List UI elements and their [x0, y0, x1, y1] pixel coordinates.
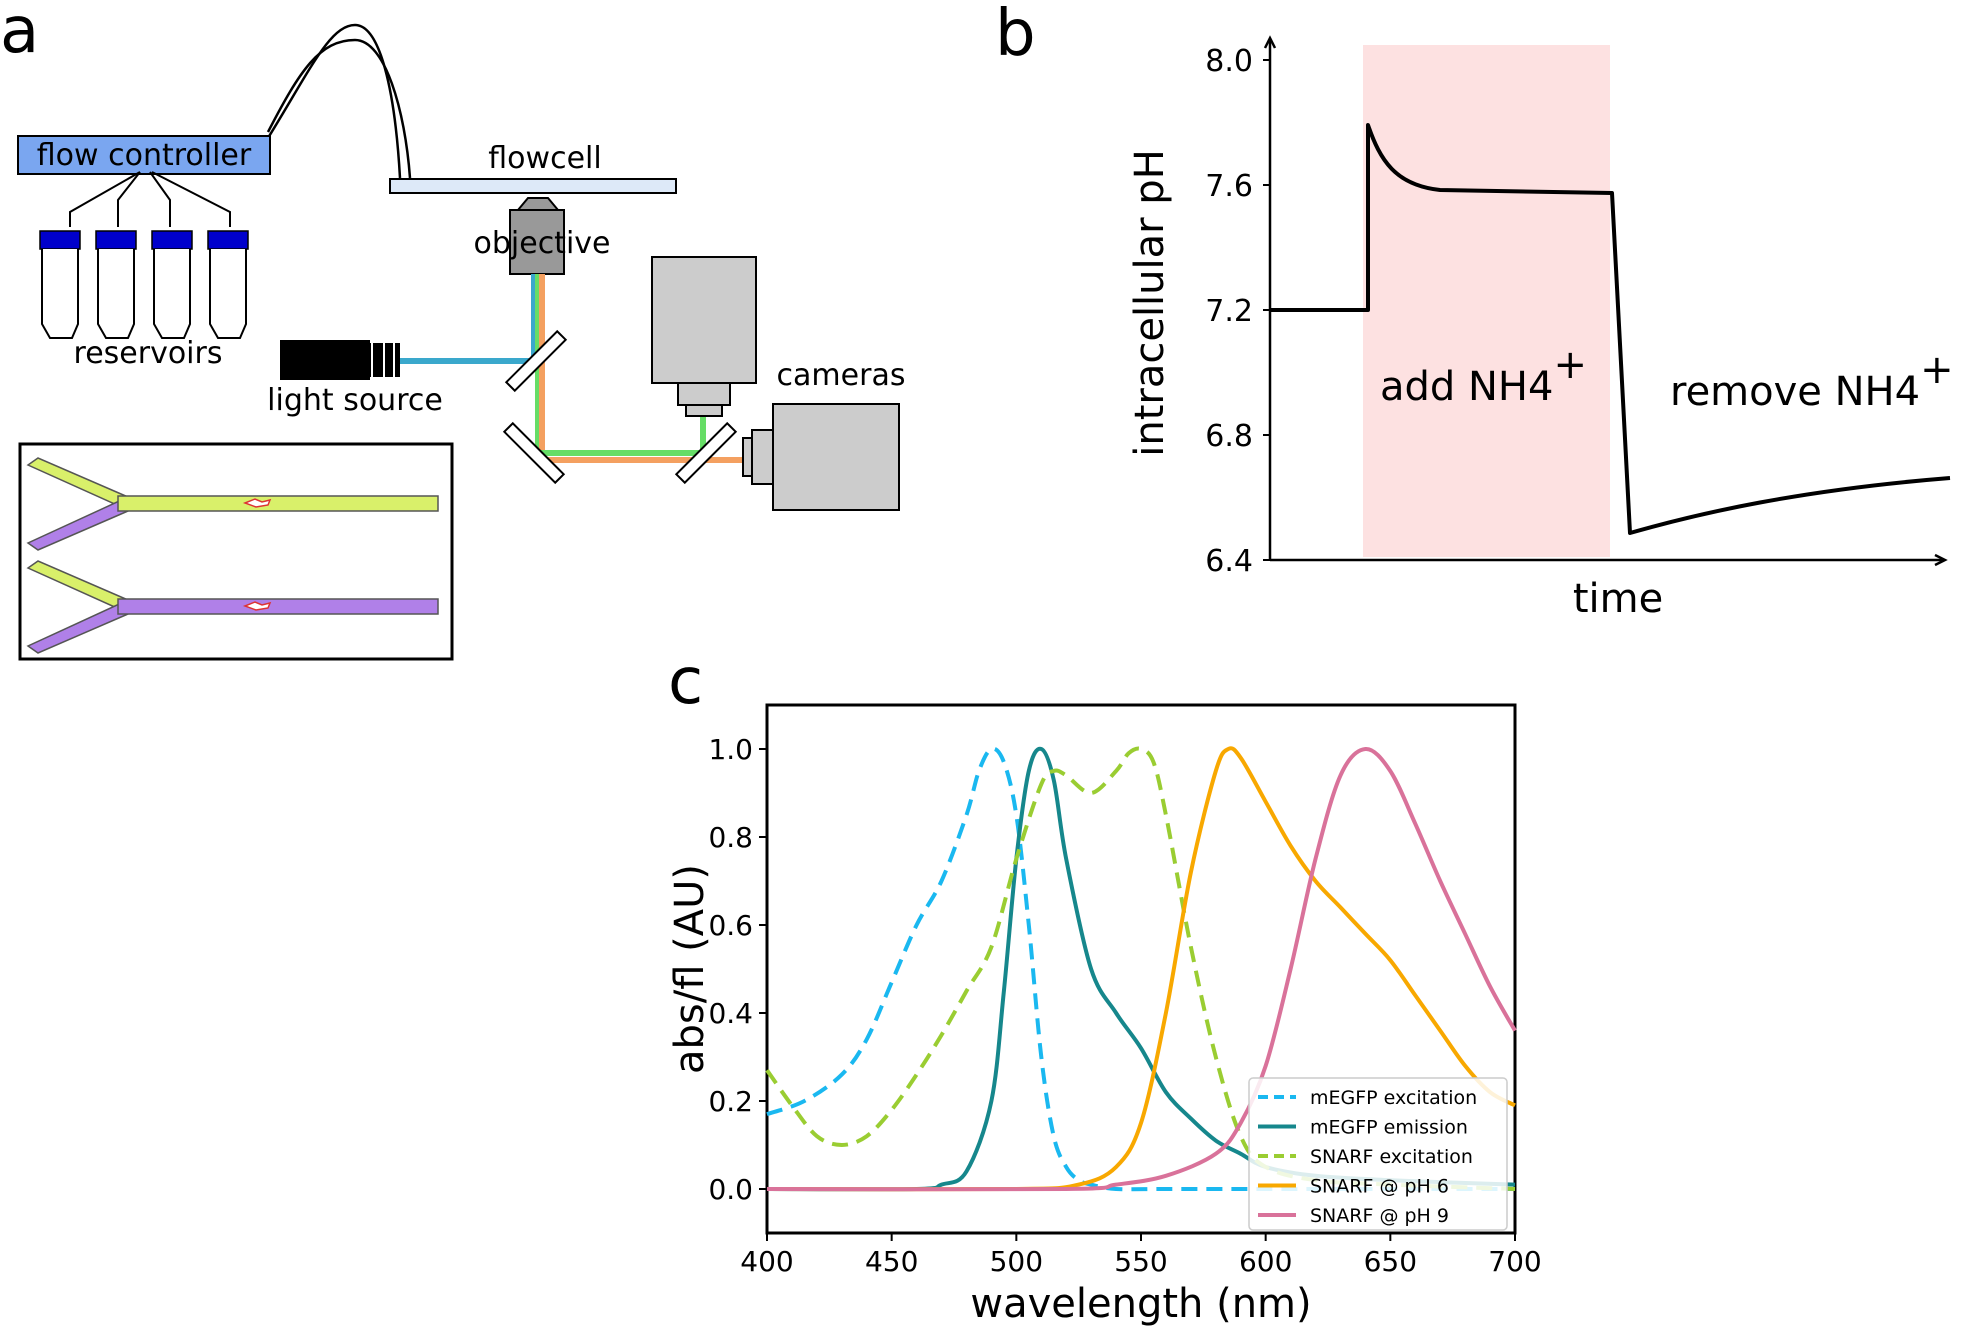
reservoir-tube: [95, 230, 137, 339]
reservoir-tube: [151, 230, 193, 339]
reservoir-lines: [69, 171, 231, 227]
y-tick-label: 0.6: [708, 909, 753, 942]
legend: mEGFP excitation mEGFP emission SNARF exci…: [1248, 1077, 1508, 1231]
panel-b-letter: b: [995, 0, 1036, 71]
cameras-label: cameras: [777, 358, 906, 393]
y-tick-label: 6.4: [1205, 544, 1253, 579]
dichroic-mirror: [504, 329, 568, 393]
y-ticks: [1263, 59, 1270, 561]
legend-label: SNARF @ pH 6: [1310, 1176, 1449, 1198]
mirror: [502, 421, 566, 485]
legend-box: [1248, 1077, 1508, 1231]
tick-marks: [759, 748, 1516, 1241]
y-axis-arrow: [1263, 35, 1277, 49]
panel-a-letter: a: [0, 0, 39, 68]
tubing: [266, 23, 402, 179]
reservoir-tube: [207, 230, 249, 339]
x-axis-label: time: [1573, 576, 1663, 622]
y-tick-label: 0.4: [708, 997, 753, 1030]
series-line-4: [766, 746, 1516, 1192]
tubing: [266, 38, 412, 179]
y-tick-label: 7.6: [1205, 169, 1253, 204]
panel-b: b 8.0 7.6 7.2 6.8 6.4 intracellular pH t…: [995, 0, 1954, 622]
x-tick-label: 450: [865, 1245, 918, 1278]
x-tick-label: 550: [1114, 1245, 1167, 1278]
cell-icon: [242, 498, 272, 508]
reservoir-tube: [39, 230, 81, 339]
reservoirs: [39, 230, 249, 339]
camera: [742, 403, 900, 511]
series-line-1: [766, 746, 1515, 1192]
y-tick-label: 8.0: [1205, 44, 1253, 79]
x-tick-label: 600: [1239, 1245, 1292, 1278]
x-tick-label: 650: [1364, 1245, 1417, 1278]
cell-icon: [242, 601, 272, 611]
light-source: [280, 340, 400, 380]
x-tick-label: 700: [1488, 1245, 1541, 1278]
y-tick-label: 6.8: [1205, 419, 1253, 454]
mirrors: [502, 329, 738, 485]
channel-after: [26, 560, 439, 654]
panel-c-letter: c: [668, 645, 703, 719]
reservoirs-label: reservoirs: [74, 336, 223, 371]
x-axis-arrow: [1934, 553, 1948, 567]
nh4-shade: [1363, 45, 1610, 557]
flowcell: [389, 178, 677, 194]
camera: [651, 256, 757, 417]
y-tick-label: 0.0: [708, 1173, 753, 1206]
x-axis-label: wavelength (nm): [970, 1281, 1311, 1327]
x-tick-label: 400: [740, 1245, 793, 1278]
legend-label: mEGFP emission: [1310, 1117, 1468, 1139]
x-tick-label: 500: [990, 1245, 1043, 1278]
legend-label: SNARF excitation: [1310, 1146, 1473, 1168]
flowcell-label: flowcell: [488, 141, 601, 176]
tick-labels: 400 450 500 550 600 650 700 0.0 0.2 0.4 0.6 0.8 1.0: [708, 733, 1541, 1278]
series-line-3: [765, 746, 1516, 1191]
flow-controller-label: flow controller: [37, 138, 252, 173]
light-source-label: light source: [267, 383, 443, 418]
legend-label: mEGFP excitation: [1310, 1087, 1477, 1109]
add-nh4-label: add NH4+: [1380, 342, 1587, 410]
y-tick-label: 1.0: [708, 733, 753, 766]
y-tick-label: 0.2: [708, 1085, 753, 1118]
panel-a: a flow controller: [0, 0, 906, 661]
y-axis-label: abs/fl (AU): [667, 864, 713, 1074]
ph-trace: [1270, 123, 1951, 535]
flow-controller-box: [17, 135, 271, 175]
y-axis-label: intracellular pH: [1127, 149, 1173, 457]
dichroic-mirror: [674, 421, 738, 485]
legend-label: SNARF @ pH 9: [1310, 1205, 1449, 1227]
y-tick-label: 0.8: [708, 821, 753, 854]
remove-nh4-label: remove NH4+: [1670, 347, 1954, 415]
objective-label: objective: [474, 226, 611, 261]
y-tick-label: 7.2: [1205, 294, 1253, 329]
channel-before: [26, 457, 439, 551]
panel-c: c 400 450 500 550 600 650 700 0.0 0.2 0.4 0.6 0.8 1.…: [667, 645, 1542, 1327]
channel-inset: [18, 442, 454, 661]
series-line-5: [766, 747, 1517, 1192]
